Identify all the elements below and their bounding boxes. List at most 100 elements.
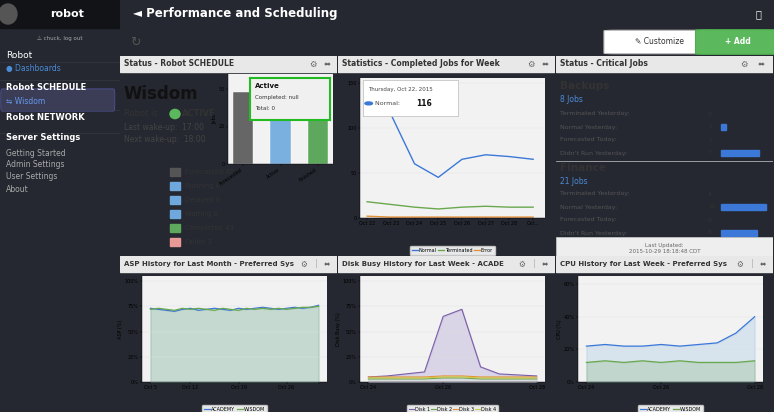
Text: Robot NETWORK: Robot NETWORK — [6, 113, 84, 122]
Text: Getting Started: Getting Started — [6, 148, 66, 157]
Text: 8 Jobs: 8 Jobs — [560, 96, 583, 105]
Legend: Disk 1, Disk 2, Disk 3, Disk 4: Disk 1, Disk 2, Disk 3, Disk 4 — [407, 405, 498, 412]
FancyBboxPatch shape — [696, 30, 774, 54]
Text: Wisdom: Wisdom — [124, 85, 199, 103]
Text: + Add: + Add — [725, 37, 751, 47]
Text: ⚠ chuck, log out: ⚠ chuck, log out — [37, 35, 83, 41]
Bar — [170, 224, 180, 232]
Text: ⚙: ⚙ — [736, 260, 743, 269]
Text: Total: 0: Total: 0 — [255, 106, 275, 111]
Bar — [233, 92, 253, 164]
Text: Waiting 0: Waiting 0 — [185, 211, 218, 217]
Bar — [170, 196, 180, 204]
Text: Status - Critical Jobs: Status - Critical Jobs — [560, 59, 648, 68]
Text: CPU History for Last Week - Preferred Sys: CPU History for Last Week - Preferred Sy… — [560, 261, 727, 267]
Text: Forecasted Today:: Forecasted Today: — [560, 138, 617, 143]
Text: Last wake-up:  17:00: Last wake-up: 17:00 — [124, 124, 204, 133]
Y-axis label: Jobs: Jobs — [212, 114, 217, 124]
Text: 8: 8 — [708, 230, 712, 236]
Text: Robot is: Robot is — [124, 110, 160, 119]
Text: |: | — [533, 260, 536, 269]
Ellipse shape — [0, 4, 17, 24]
Bar — [556, 56, 773, 72]
Bar — [170, 168, 180, 176]
Text: ACTIVE: ACTIVE — [182, 110, 216, 119]
Y-axis label: Disk Busy (%): Disk Busy (%) — [336, 312, 341, 346]
Text: 7: 7 — [708, 150, 712, 155]
Text: Delayed 0: Delayed 0 — [185, 197, 221, 203]
Text: ⬌: ⬌ — [542, 260, 548, 269]
Bar — [270, 96, 291, 164]
Text: 116: 116 — [416, 99, 432, 108]
Text: Thursday, Oct 22, 2015: Thursday, Oct 22, 2015 — [368, 87, 433, 91]
Text: Disk Busy History for Last Week - ACADE: Disk Busy History for Last Week - ACADE — [342, 261, 504, 267]
Bar — [721, 230, 757, 236]
Text: Active: Active — [255, 83, 279, 89]
Text: Status - Robot SCHEDULE: Status - Robot SCHEDULE — [124, 59, 234, 68]
Bar — [721, 204, 766, 210]
Text: 2015-10-29 18:18:48 CDT: 2015-10-29 18:18:48 CDT — [628, 249, 700, 254]
Bar — [120, 256, 337, 272]
Text: ⚙: ⚙ — [300, 260, 307, 269]
Legend: ACADEMY, WISDOM: ACADEMY, WISDOM — [639, 405, 703, 412]
Text: Robot: Robot — [6, 51, 33, 59]
Text: Normal Yesterday:: Normal Yesterday: — [560, 204, 617, 209]
Text: ❓: ❓ — [755, 9, 761, 19]
Text: ⬌: ⬌ — [760, 260, 766, 269]
Text: ⚙: ⚙ — [518, 260, 525, 269]
Text: robot: robot — [50, 9, 84, 19]
Text: Server Settings: Server Settings — [6, 133, 80, 141]
Text: About: About — [6, 185, 29, 194]
Text: Running 0: Running 0 — [185, 183, 221, 189]
Text: Backups: Backups — [560, 81, 609, 91]
Text: 10: 10 — [708, 204, 716, 209]
Legend: Normal, Terminated, Error: Normal, Terminated, Error — [410, 246, 495, 255]
FancyBboxPatch shape — [1, 89, 115, 111]
Text: 1: 1 — [708, 124, 712, 129]
Bar — [170, 182, 180, 190]
Text: 1: 1 — [708, 138, 712, 143]
Text: 4: 4 — [708, 192, 712, 197]
Text: 0: 0 — [708, 112, 712, 117]
Text: Robot SCHEDULE: Robot SCHEDULE — [6, 82, 86, 91]
Text: Normal Yesterday:: Normal Yesterday: — [560, 124, 617, 129]
Text: ⬌: ⬌ — [324, 59, 331, 68]
Text: ⚙: ⚙ — [527, 59, 534, 68]
Text: Finance: Finance — [560, 163, 606, 173]
Y-axis label: CPU (%): CPU (%) — [557, 319, 562, 339]
Text: ⬌: ⬌ — [542, 59, 549, 68]
FancyBboxPatch shape — [604, 30, 715, 54]
Text: Normal:: Normal: — [375, 101, 402, 106]
Bar — [170, 238, 180, 246]
Text: User Settings: User Settings — [6, 173, 57, 182]
Text: ◄ Performance and Scheduling: ◄ Performance and Scheduling — [133, 7, 337, 21]
Legend: ACADEMY, WISDOM: ACADEMY, WISDOM — [202, 405, 267, 412]
Text: ✎ Customize: ✎ Customize — [635, 37, 684, 47]
Bar — [556, 256, 773, 272]
Bar — [338, 56, 555, 72]
Circle shape — [365, 102, 372, 105]
Bar — [120, 56, 337, 72]
Text: Statistics - Completed Jobs for Week: Statistics - Completed Jobs for Week — [342, 59, 500, 68]
Text: Failed 3: Failed 3 — [185, 239, 212, 245]
Text: Completed: null: Completed: null — [255, 95, 299, 100]
FancyBboxPatch shape — [556, 237, 773, 256]
Text: |: | — [315, 260, 318, 269]
Text: ASP History for Last Month - Preferred Sys: ASP History for Last Month - Preferred S… — [124, 261, 294, 267]
Text: ⬌: ⬌ — [324, 260, 330, 269]
Text: |: | — [752, 260, 754, 269]
Bar — [338, 256, 555, 272]
Text: 8: 8 — [708, 218, 712, 222]
Bar — [721, 150, 759, 156]
Text: ⚙: ⚙ — [309, 59, 317, 68]
Text: ⬌: ⬌ — [758, 59, 765, 68]
Text: Terminated Yesterday:: Terminated Yesterday: — [560, 192, 629, 197]
Text: Next wake-up:  18:00: Next wake-up: 18:00 — [124, 136, 206, 145]
Circle shape — [170, 110, 180, 119]
Text: 21 Jobs: 21 Jobs — [560, 176, 587, 185]
Text: ⚙: ⚙ — [741, 59, 748, 68]
Y-axis label: ASP (%): ASP (%) — [118, 319, 123, 339]
Text: Completed 43: Completed 43 — [185, 225, 234, 231]
Bar — [0, 0, 120, 28]
Bar — [721, 124, 726, 130]
